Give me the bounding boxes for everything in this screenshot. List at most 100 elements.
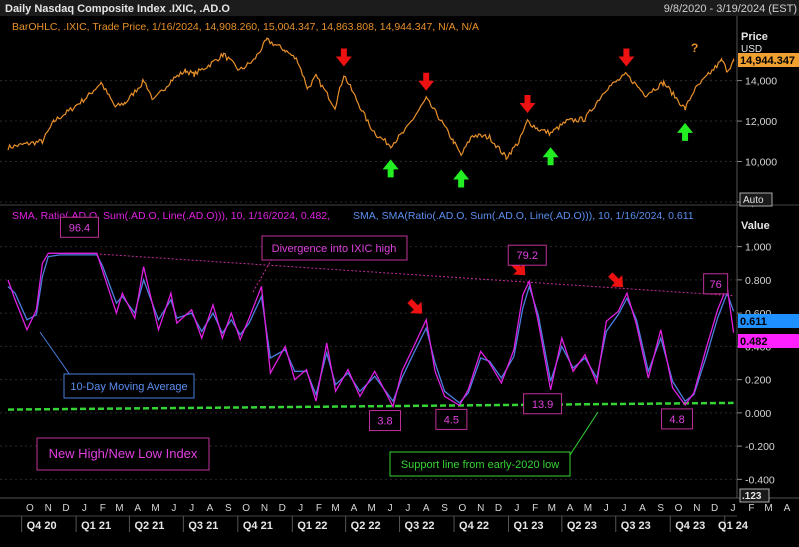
support-callout-leader bbox=[569, 411, 599, 456]
trough-label: 4.8 bbox=[669, 414, 684, 426]
scale-format-button-label: .123 bbox=[742, 491, 762, 502]
trough-label-box bbox=[661, 408, 694, 430]
last-sma-value: 0.611 bbox=[740, 316, 767, 328]
value-tick-label: 1.000 bbox=[745, 242, 771, 254]
month-label: M bbox=[764, 503, 772, 514]
month-label: N bbox=[477, 503, 484, 514]
month-label: M bbox=[368, 503, 376, 514]
month-label: F bbox=[316, 503, 322, 514]
month-label: D bbox=[711, 503, 718, 514]
month-label: S bbox=[225, 503, 232, 514]
price-buy-arrow bbox=[542, 147, 559, 166]
trough-label: 13.9 bbox=[532, 399, 553, 411]
value-sell-arrow bbox=[608, 272, 624, 288]
month-label: D bbox=[62, 503, 69, 514]
quarter-label: Q4 20 bbox=[27, 520, 57, 532]
quarter-label: Q4 22 bbox=[459, 520, 489, 532]
value-tick-label: -0.200 bbox=[745, 441, 775, 453]
ma-callout-text: 10-Day Moving Average bbox=[70, 381, 187, 393]
month-label: J bbox=[388, 503, 393, 514]
last-price-badge bbox=[738, 53, 799, 67]
quarter-label: Q3 21 bbox=[188, 520, 218, 532]
peak-label: 76 bbox=[710, 279, 722, 291]
month-label: J bbox=[82, 503, 87, 514]
month-label: N bbox=[693, 503, 700, 514]
month-label: D bbox=[495, 503, 502, 514]
value-tick-label: 0.000 bbox=[745, 408, 771, 420]
last-sma-badge bbox=[738, 314, 799, 328]
question-mark: ? bbox=[691, 41, 698, 55]
month-label: J bbox=[171, 503, 176, 514]
peak-label: 79.2 bbox=[517, 250, 538, 262]
peak-label-box bbox=[703, 273, 729, 295]
quarter-label: Q4 21 bbox=[243, 520, 273, 532]
month-label: S bbox=[441, 503, 448, 514]
month-label: J bbox=[731, 503, 736, 514]
trough-label: 4.5 bbox=[444, 414, 459, 426]
month-label: A bbox=[639, 503, 646, 514]
value-tick-label: 0.200 bbox=[745, 375, 771, 387]
scale-format-button[interactable] bbox=[739, 488, 770, 503]
quarter-label: Q3 23 bbox=[621, 520, 651, 532]
trough-label-box bbox=[369, 410, 402, 432]
price-sell-arrow bbox=[335, 48, 352, 67]
month-label: N bbox=[261, 503, 268, 514]
month-label: O bbox=[675, 503, 683, 514]
peak-label-box bbox=[59, 216, 99, 238]
index-label-box bbox=[36, 437, 210, 471]
month-label: A bbox=[784, 503, 791, 514]
last-ratio-badge bbox=[738, 334, 799, 348]
trough-label: 3.8 bbox=[377, 416, 392, 428]
trough-label-box bbox=[435, 408, 468, 430]
price-axis-title: Price bbox=[741, 31, 768, 43]
month-label: M bbox=[584, 503, 592, 514]
month-label: A bbox=[567, 503, 574, 514]
auto-scale-button[interactable] bbox=[739, 192, 773, 207]
month-label: M bbox=[548, 503, 556, 514]
month-label: J bbox=[622, 503, 627, 514]
trough-label-box bbox=[523, 393, 563, 415]
arrow-shape bbox=[608, 272, 624, 288]
divergence-callout-leader bbox=[252, 247, 279, 293]
month-label: F bbox=[100, 503, 106, 514]
index-label-text: New High/New Low Index bbox=[49, 446, 198, 461]
month-label: A bbox=[134, 503, 141, 514]
value-sell-arrow bbox=[407, 298, 423, 314]
divergence-trendline bbox=[99, 253, 734, 297]
arrow-shape bbox=[407, 298, 423, 314]
month-label: J bbox=[514, 503, 519, 514]
quarter-label: Q1 24 bbox=[718, 520, 749, 532]
date-range: 9/8/2020 - 3/19/2024 (EST) bbox=[664, 3, 797, 15]
value-axis-title: Value bbox=[741, 220, 770, 232]
quarter-label: Q2 22 bbox=[351, 520, 381, 532]
month-label: J bbox=[405, 503, 410, 514]
quarter-label: Q1 22 bbox=[297, 520, 327, 532]
value-tick-label: 0.800 bbox=[745, 275, 771, 287]
last-ratio-value: 0.482 bbox=[740, 336, 768, 348]
month-label: A bbox=[207, 503, 214, 514]
support-callout-box bbox=[389, 451, 571, 477]
month-label: J bbox=[298, 503, 303, 514]
last-price-value: 14,944.347 bbox=[740, 55, 795, 67]
price-sell-arrow bbox=[418, 72, 435, 91]
price-sell-arrow bbox=[519, 95, 536, 114]
price-series-line bbox=[7, 37, 735, 161]
month-label: J bbox=[189, 503, 194, 514]
price-buy-arrow bbox=[382, 159, 399, 178]
month-label: A bbox=[423, 503, 430, 514]
quarter-label: Q3 22 bbox=[405, 520, 435, 532]
month-label: M bbox=[331, 503, 339, 514]
chart-title: Daily Nasdaq Composite Index .IXIC, .AD.… bbox=[5, 3, 230, 15]
divergence-callout-text: Divergence into IXIC high bbox=[272, 243, 397, 255]
month-label: A bbox=[351, 503, 358, 514]
ratio-series-line bbox=[7, 252, 735, 409]
price-tick-label: 12,000 bbox=[745, 116, 777, 128]
ratio-legend: SMA, Ratio(.AD.O, Sum(.AD.O, Line(.AD.O)… bbox=[12, 210, 330, 222]
quarter-label: Q4 23 bbox=[675, 520, 705, 532]
price-buy-arrow bbox=[453, 169, 470, 188]
month-label: O bbox=[26, 503, 34, 514]
peak-label: 96.4 bbox=[69, 222, 90, 234]
month-label: O bbox=[458, 503, 466, 514]
